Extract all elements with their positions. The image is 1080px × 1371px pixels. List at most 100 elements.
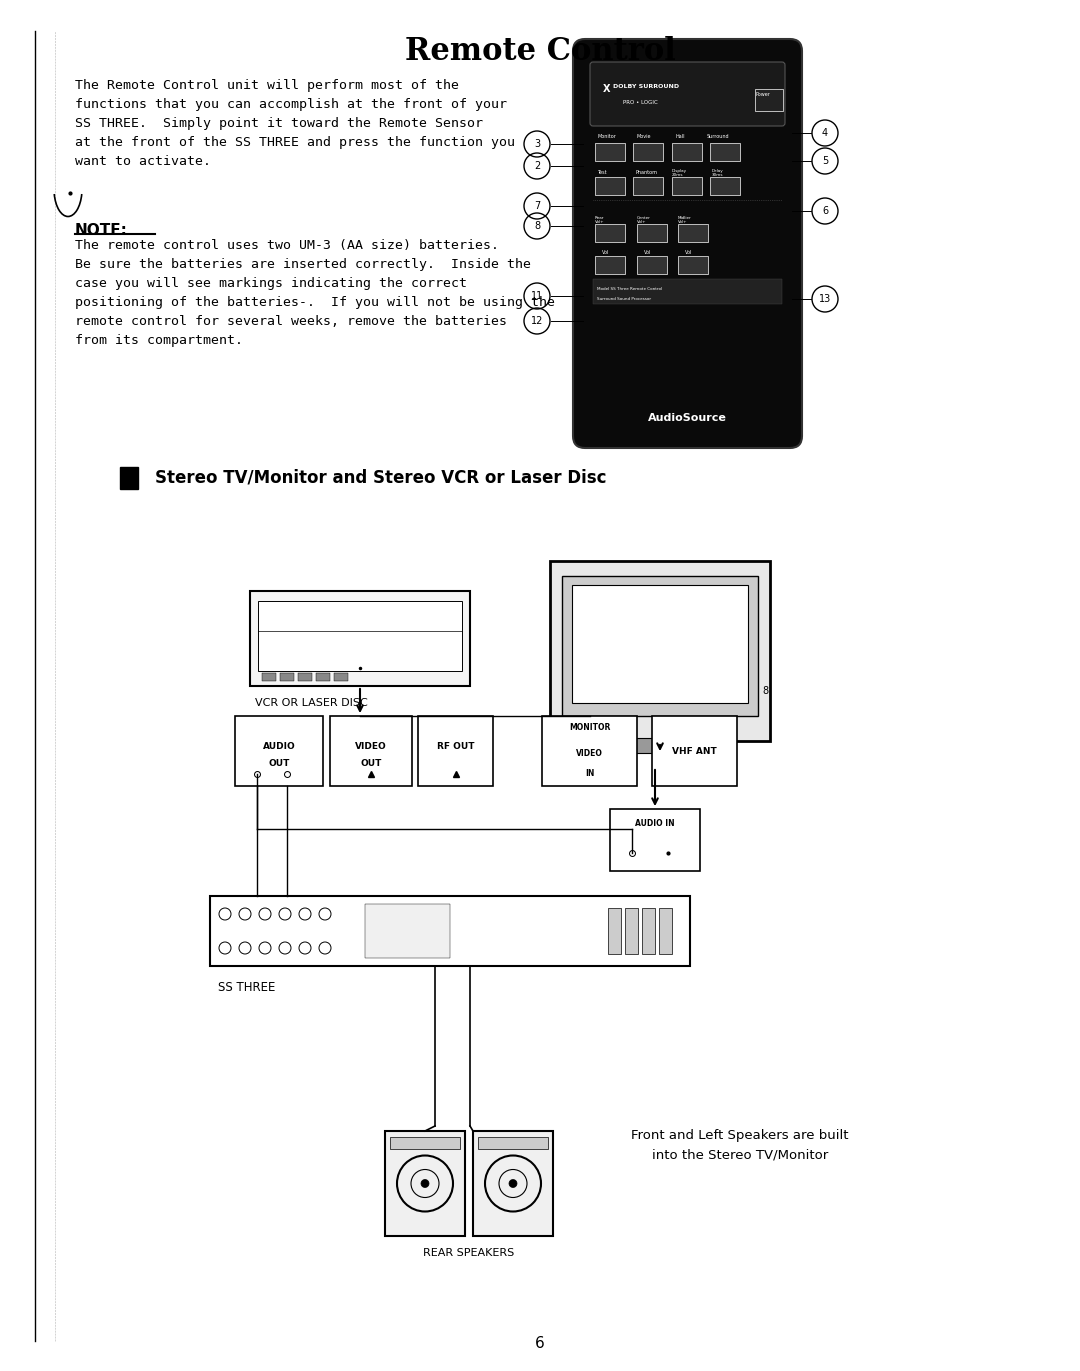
Text: IN: IN: [584, 769, 594, 779]
Circle shape: [421, 1179, 429, 1187]
Text: Test: Test: [597, 170, 607, 175]
Text: The Remote Control unit will perform most of the
functions that you can accompli: The Remote Control unit will perform mos…: [75, 80, 515, 169]
Bar: [595, 223, 625, 243]
Text: Model SS Three Remote Control: Model SS Three Remote Control: [597, 287, 662, 291]
Text: 4: 4: [822, 128, 828, 138]
FancyBboxPatch shape: [590, 62, 785, 126]
Bar: [542, 716, 637, 786]
Bar: [258, 600, 462, 670]
Text: VIDEO: VIDEO: [355, 742, 387, 750]
Bar: [672, 177, 702, 195]
Text: RF OUT: RF OUT: [436, 742, 474, 750]
Bar: [672, 143, 702, 160]
Text: Vol: Vol: [602, 250, 609, 255]
Text: PRO • LOGIC: PRO • LOGIC: [623, 100, 658, 106]
Text: OUT: OUT: [268, 758, 289, 768]
Bar: [298, 673, 312, 681]
Bar: [642, 908, 654, 954]
Text: NOTE:: NOTE:: [75, 223, 127, 239]
Text: AUDIO: AUDIO: [262, 742, 295, 750]
Circle shape: [509, 1179, 517, 1187]
Bar: [478, 1137, 548, 1149]
Bar: [659, 908, 672, 954]
Text: DOLBY SURROUND: DOLBY SURROUND: [613, 84, 679, 89]
Bar: [633, 177, 663, 195]
Text: Power: Power: [755, 92, 770, 96]
Text: AudioSource: AudioSource: [648, 413, 727, 424]
Bar: [473, 1131, 553, 1237]
Bar: [595, 256, 625, 274]
Bar: [625, 908, 638, 954]
Text: 7: 7: [534, 202, 540, 211]
Bar: [330, 716, 411, 786]
Text: 13: 13: [819, 293, 832, 304]
Bar: [249, 591, 470, 686]
Text: 8: 8: [534, 221, 540, 230]
Text: Surround: Surround: [707, 133, 730, 138]
Text: 8: 8: [761, 686, 768, 696]
Text: 2: 2: [534, 160, 540, 171]
Bar: [390, 1137, 460, 1149]
Text: VCR OR LASER DISC: VCR OR LASER DISC: [255, 698, 368, 707]
Bar: [120, 468, 138, 489]
Text: Midlier
Vol+: Midlier Vol+: [678, 215, 692, 225]
Bar: [710, 143, 740, 160]
Bar: [572, 585, 748, 703]
Text: Center
Vol+: Center Vol+: [637, 215, 651, 225]
Bar: [210, 897, 690, 967]
Text: Movie: Movie: [637, 133, 651, 138]
Bar: [316, 673, 330, 681]
Bar: [678, 223, 708, 243]
Bar: [550, 561, 770, 740]
Bar: [365, 903, 450, 958]
Text: 6: 6: [822, 206, 828, 217]
Bar: [384, 1131, 465, 1237]
Bar: [595, 177, 625, 195]
Text: 5: 5: [822, 156, 828, 166]
Bar: [625, 738, 696, 753]
Text: SS THREE: SS THREE: [218, 982, 275, 994]
Text: Surround Sound Processor: Surround Sound Processor: [597, 298, 651, 302]
Text: Delay
30ms: Delay 30ms: [712, 169, 724, 177]
Text: Remote Control: Remote Control: [405, 36, 675, 67]
Text: X: X: [603, 84, 610, 95]
Text: OUT: OUT: [361, 758, 381, 768]
Bar: [280, 673, 294, 681]
Bar: [235, 716, 323, 786]
Text: Rear
Vol+: Rear Vol+: [595, 215, 605, 225]
Bar: [418, 716, 492, 786]
Bar: [637, 223, 667, 243]
Bar: [678, 256, 708, 274]
Bar: [637, 256, 667, 274]
Bar: [755, 89, 783, 111]
Text: Front and Left Speakers are built
into the Stereo TV/Monitor: Front and Left Speakers are built into t…: [631, 1128, 849, 1161]
Text: Monitor: Monitor: [597, 133, 616, 138]
Text: REAR SPEAKERS: REAR SPEAKERS: [423, 1248, 515, 1259]
Text: MONITOR: MONITOR: [569, 724, 610, 732]
Text: 12: 12: [530, 315, 543, 326]
Text: Hall: Hall: [675, 133, 685, 138]
Text: Vol: Vol: [644, 250, 651, 255]
Bar: [652, 716, 737, 786]
Bar: [710, 177, 740, 195]
Text: Stereo TV/Monitor and Stereo VCR or Laser Disc: Stereo TV/Monitor and Stereo VCR or Lase…: [156, 469, 607, 487]
Text: VHF ANT: VHF ANT: [672, 746, 717, 755]
Text: 6: 6: [535, 1335, 545, 1350]
Bar: [562, 576, 758, 716]
Bar: [262, 673, 276, 681]
Bar: [610, 809, 700, 871]
Bar: [633, 143, 663, 160]
Text: Phantom: Phantom: [635, 170, 657, 175]
Text: The remote control uses two UM-3 (AA size) batteries.
Be sure the batteries are : The remote control uses two UM-3 (AA siz…: [75, 239, 555, 347]
Text: 11: 11: [531, 291, 543, 302]
Text: Display
20ms: Display 20ms: [672, 169, 687, 177]
Text: Vol: Vol: [685, 250, 692, 255]
Bar: [593, 280, 782, 304]
Bar: [608, 908, 621, 954]
Bar: [334, 673, 348, 681]
Text: VIDEO: VIDEO: [576, 749, 603, 758]
Bar: [595, 143, 625, 160]
FancyBboxPatch shape: [573, 38, 802, 448]
Text: 3: 3: [534, 138, 540, 149]
Text: AUDIO IN: AUDIO IN: [635, 818, 675, 828]
